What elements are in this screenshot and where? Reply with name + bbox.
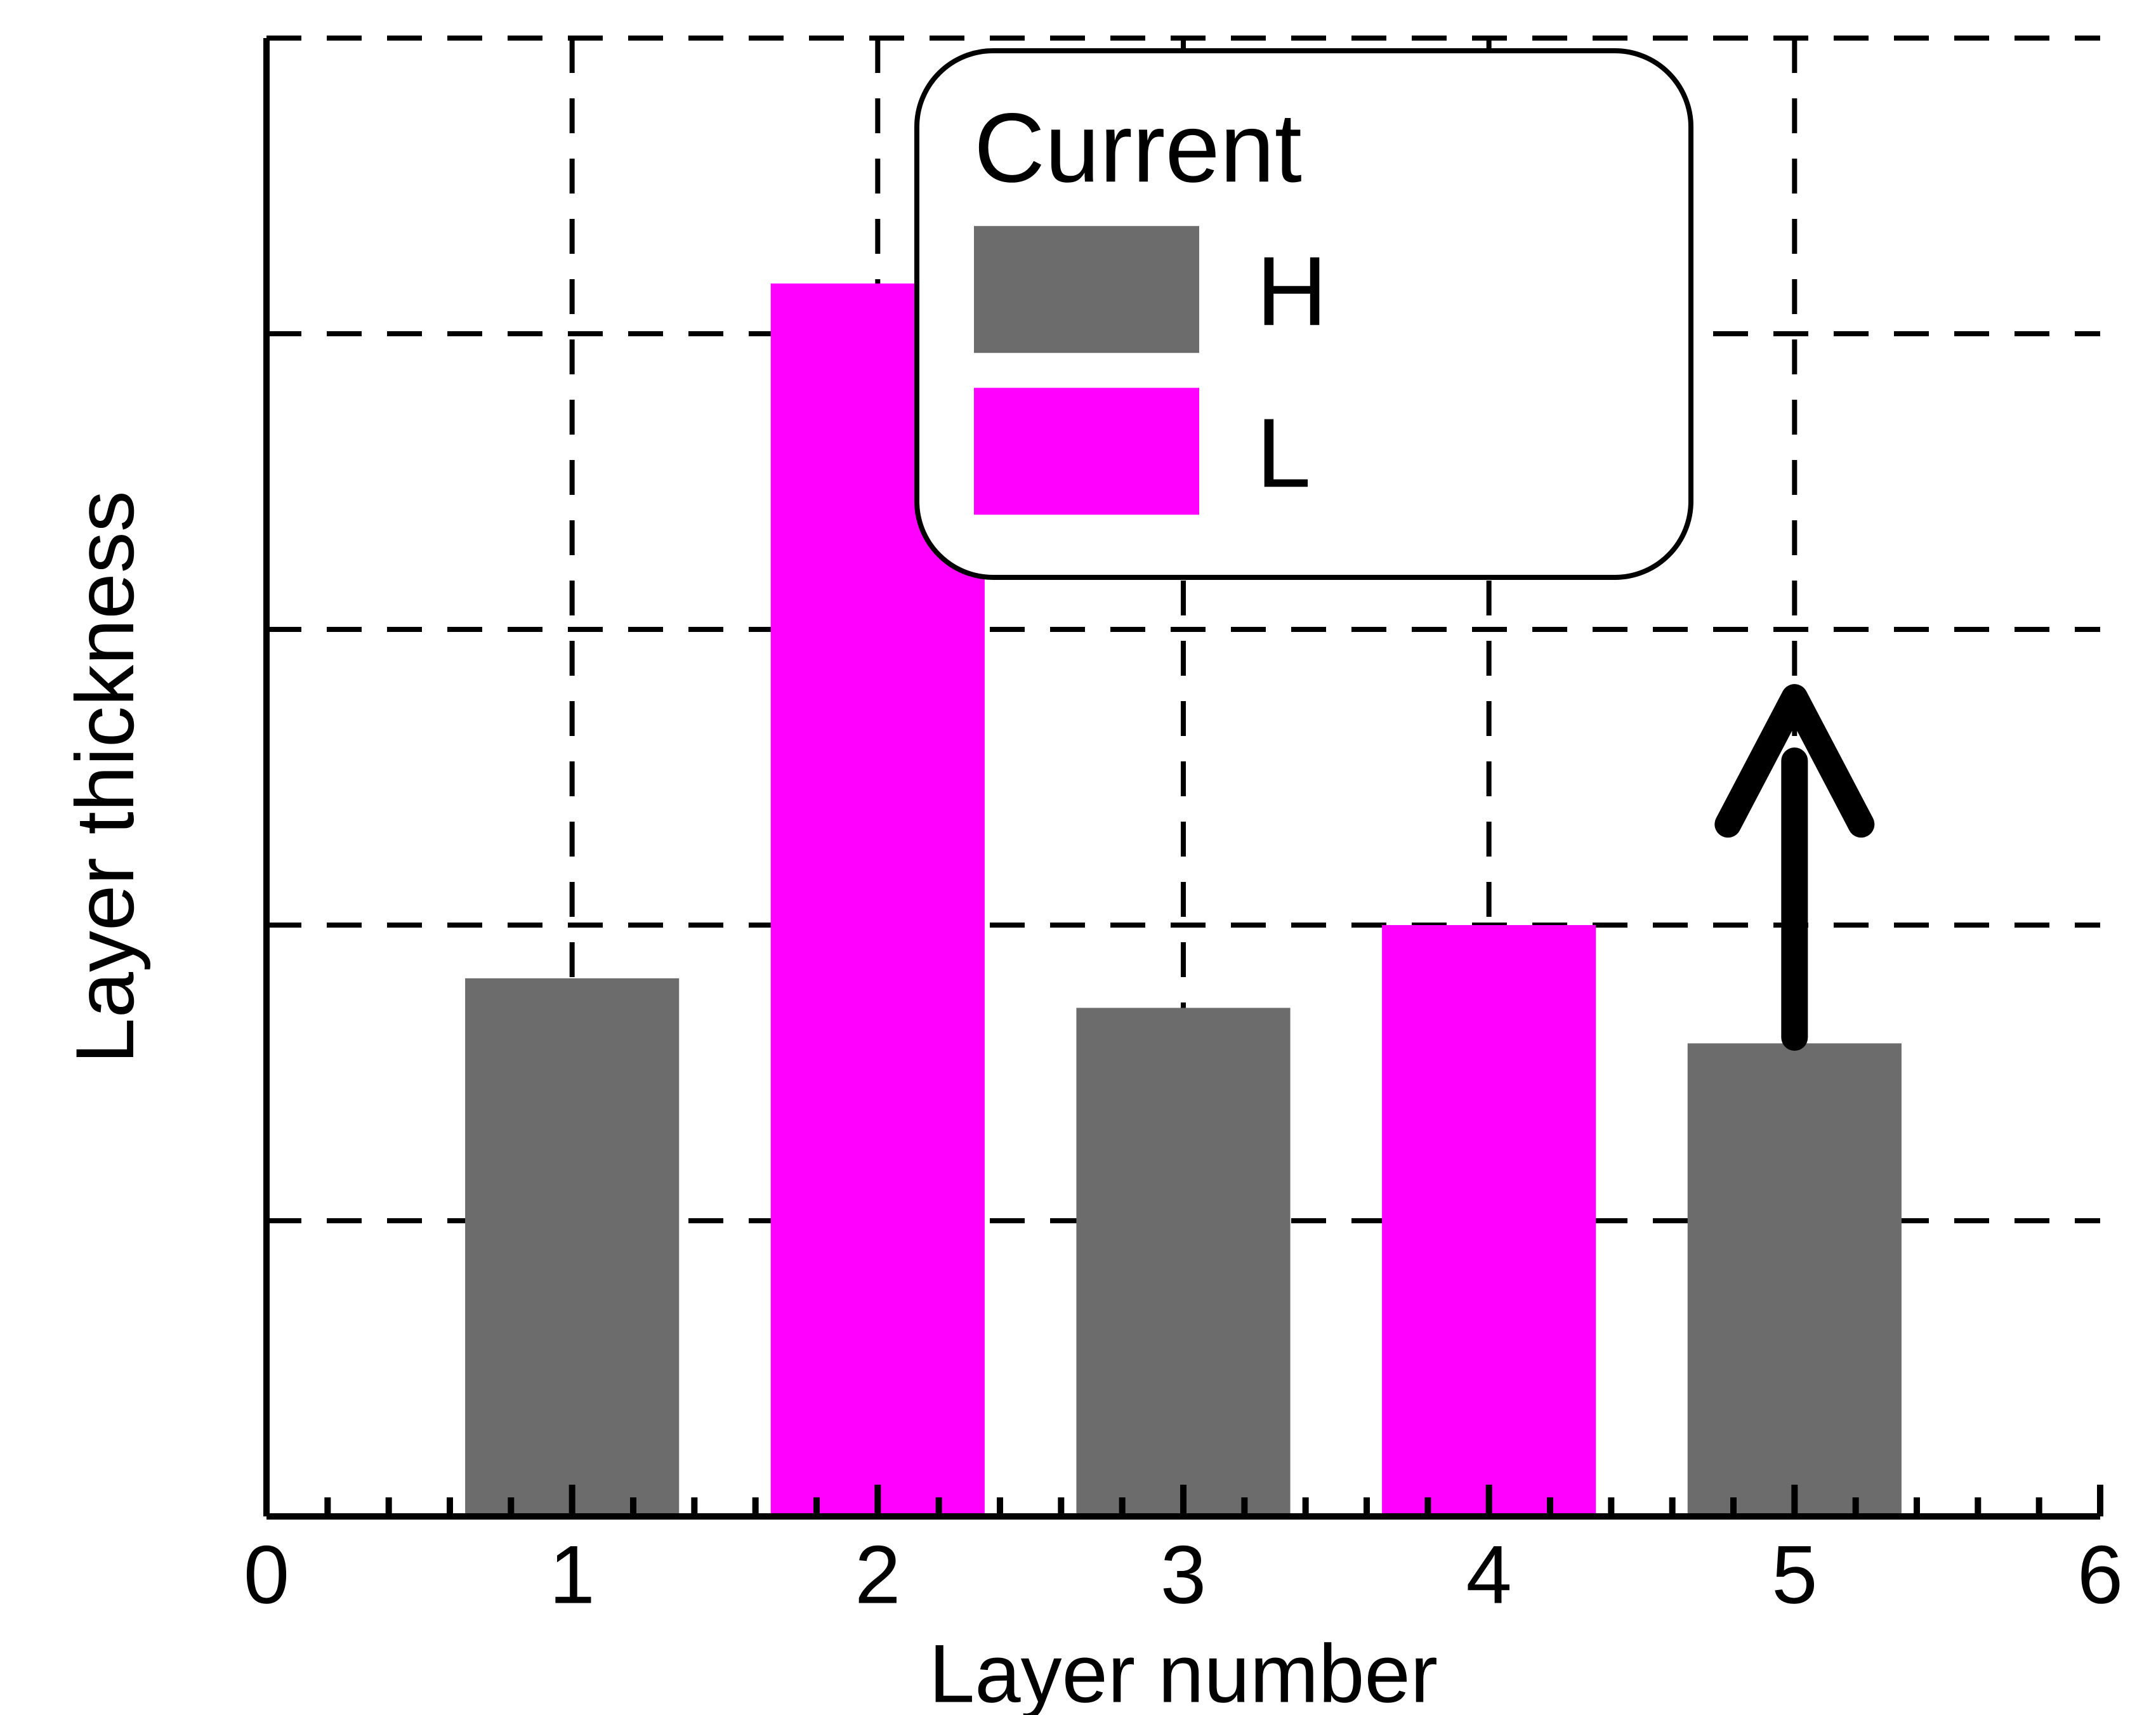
x-tick-label: 0 — [244, 1528, 289, 1621]
x-tick-label: 2 — [855, 1528, 900, 1621]
legend-swatch-l — [974, 388, 1199, 515]
bar-h — [465, 978, 679, 1516]
y-axis-label: Layer thickness — [58, 490, 151, 1063]
x-tick-label: 4 — [1466, 1528, 1512, 1621]
x-axis-label: Layer number — [929, 1627, 1438, 1715]
x-tick-label: 3 — [1160, 1528, 1206, 1621]
legend: Current HL — [917, 51, 1691, 577]
legend-swatch-h — [974, 226, 1199, 353]
legend-label-h: H — [1256, 236, 1327, 346]
bar-h — [1688, 1043, 1902, 1516]
layer-thickness-bar-chart: Current HL 0 1 2 3 4 5 6 Layer number Layer thickn… — [0, 0, 2156, 1715]
x-tick-label: 6 — [2077, 1528, 2123, 1621]
x-tick-label: 1 — [549, 1528, 595, 1621]
legend-title: Current — [974, 93, 1302, 202]
bar-h — [1076, 1008, 1290, 1516]
legend-label-l: L — [1256, 398, 1311, 508]
bar-l — [1382, 925, 1596, 1516]
x-tick-label: 5 — [1771, 1528, 1817, 1621]
